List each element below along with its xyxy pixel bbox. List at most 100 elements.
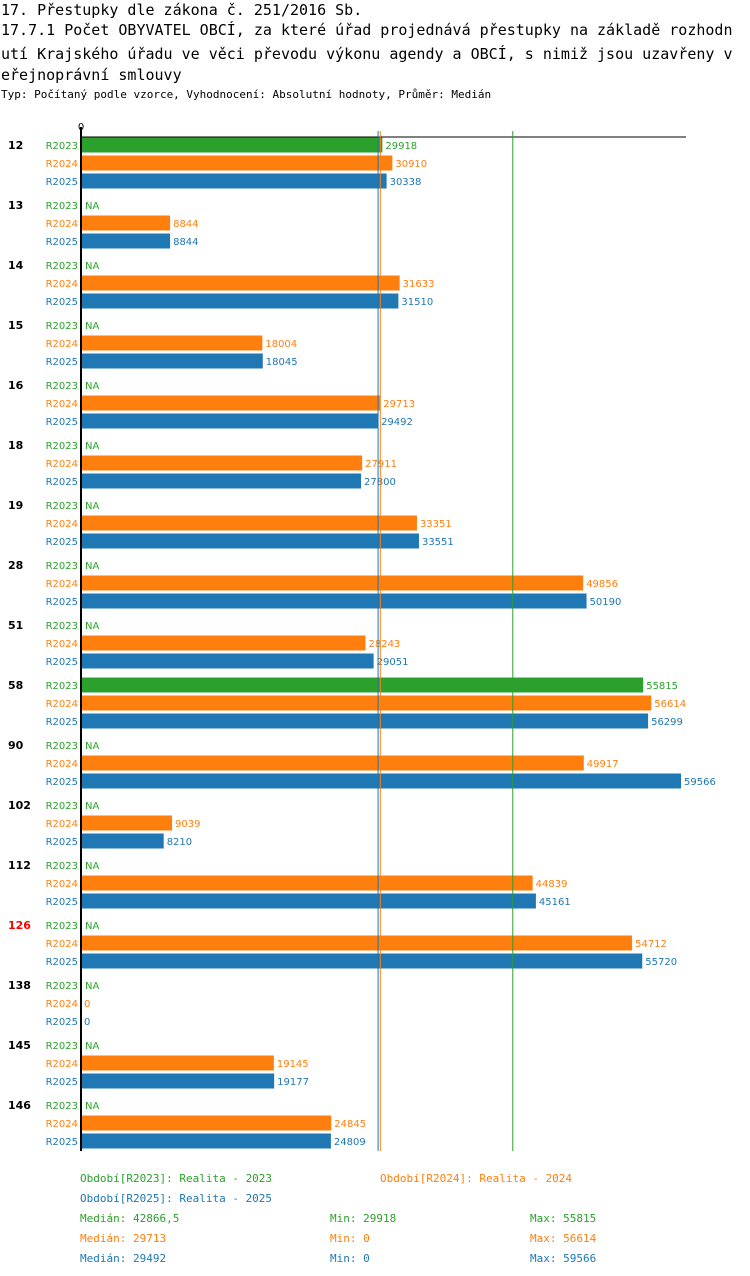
bar bbox=[81, 353, 263, 369]
bar bbox=[81, 533, 419, 549]
data-label: 50190 bbox=[590, 597, 622, 608]
group-label: 15 bbox=[8, 319, 23, 332]
data-label: 8844 bbox=[173, 219, 198, 230]
legend-max: Max: 56614 bbox=[530, 1232, 597, 1245]
series-label: R2024 bbox=[46, 279, 78, 290]
series-label: R2024 bbox=[46, 579, 78, 590]
na-label: NA bbox=[85, 981, 99, 992]
na-label: NA bbox=[85, 921, 99, 932]
data-label: 30910 bbox=[395, 159, 427, 170]
series-label: R2023 bbox=[46, 921, 78, 932]
series-label: R2024 bbox=[46, 219, 78, 230]
legend-max: Max: 55815 bbox=[530, 1212, 596, 1225]
bar bbox=[81, 833, 164, 849]
data-label: 18004 bbox=[265, 339, 297, 350]
series-label: R2025 bbox=[46, 1017, 78, 1028]
data-label: 9039 bbox=[175, 819, 200, 830]
chart-title-line-2: 17.7.1 Počet OBYVATEL OBCÍ, za které úřa… bbox=[1, 21, 733, 39]
series-label: R2024 bbox=[46, 759, 78, 770]
group-label: 18 bbox=[8, 439, 23, 452]
bar bbox=[81, 677, 644, 693]
series-label: R2025 bbox=[46, 717, 78, 728]
series-label: R2025 bbox=[46, 477, 78, 488]
bar bbox=[81, 635, 366, 651]
series-label: R2025 bbox=[46, 537, 78, 548]
na-label: NA bbox=[85, 561, 99, 572]
na-label: NA bbox=[85, 621, 99, 632]
data-label: 55720 bbox=[645, 957, 677, 968]
bar bbox=[81, 875, 533, 891]
series-label: R2024 bbox=[46, 1059, 78, 1070]
series-label: R2025 bbox=[46, 417, 78, 428]
group-label: 14 bbox=[8, 259, 24, 272]
series-label: R2024 bbox=[46, 1119, 78, 1130]
na-label: NA bbox=[85, 861, 99, 872]
chart-title-line-4: eřejnoprávní smlouvy bbox=[1, 66, 182, 84]
series-label: R2025 bbox=[46, 957, 78, 968]
bar bbox=[81, 233, 171, 249]
series-label: R2023 bbox=[46, 741, 78, 752]
group-label: 28 bbox=[8, 559, 23, 572]
series-label: R2024 bbox=[46, 339, 78, 350]
legend-min: Min: 0 bbox=[330, 1232, 370, 1245]
na-label: NA bbox=[85, 441, 99, 452]
bar bbox=[81, 1133, 331, 1149]
series-label: R2025 bbox=[46, 237, 78, 248]
group-label: 51 bbox=[8, 619, 23, 632]
series-label: R2024 bbox=[46, 819, 78, 830]
na-label: NA bbox=[85, 321, 99, 332]
series-label: R2023 bbox=[46, 981, 78, 992]
data-label: 24845 bbox=[334, 1119, 366, 1130]
data-label: 18045 bbox=[266, 357, 298, 368]
data-label: 56299 bbox=[651, 717, 683, 728]
series-label: R2024 bbox=[46, 639, 78, 650]
chart-title-line-1: 17. Přestupky dle zákona č. 251/2016 Sb. bbox=[1, 1, 363, 19]
chart-subtitle: Typ: Počítaný podle vzorce, Vyhodnocení:… bbox=[1, 88, 492, 101]
bar bbox=[81, 815, 173, 831]
data-label: 29051 bbox=[377, 657, 409, 668]
bar bbox=[81, 155, 393, 171]
series-label: R2023 bbox=[46, 1101, 78, 1112]
legend-period: Období[R2024]: Realita - 2024 bbox=[380, 1172, 572, 1185]
legend-max: Max: 59566 bbox=[530, 1252, 596, 1265]
bar bbox=[81, 137, 383, 153]
series-label: R2023 bbox=[46, 621, 78, 632]
series-label: R2024 bbox=[46, 999, 78, 1010]
na-label: NA bbox=[85, 1101, 99, 1112]
group-label: 12 bbox=[8, 139, 23, 152]
series-label: R2023 bbox=[46, 441, 78, 452]
bar bbox=[81, 293, 399, 309]
data-label: 19177 bbox=[277, 1077, 309, 1088]
bar bbox=[81, 215, 171, 231]
bar bbox=[81, 173, 387, 189]
bar bbox=[81, 275, 400, 291]
series-label: R2024 bbox=[46, 159, 78, 170]
series-label: R2023 bbox=[46, 141, 78, 152]
group-label: 58 bbox=[8, 679, 23, 692]
bar bbox=[81, 395, 381, 411]
data-label: 54712 bbox=[635, 939, 667, 950]
group-label: 102 bbox=[8, 799, 31, 812]
data-label: 29713 bbox=[383, 399, 415, 410]
series-label: R2023 bbox=[46, 861, 78, 872]
group-label: 138 bbox=[8, 979, 31, 992]
series-label: R2023 bbox=[46, 561, 78, 572]
series-label: R2025 bbox=[46, 177, 78, 188]
data-label: 8210 bbox=[167, 837, 192, 848]
series-label: R2023 bbox=[46, 801, 78, 812]
data-label: 19145 bbox=[277, 1059, 309, 1070]
data-label: 49917 bbox=[587, 759, 619, 770]
series-label: R2023 bbox=[46, 681, 78, 692]
series-label: R2024 bbox=[46, 459, 78, 470]
series-label: R2025 bbox=[46, 1077, 78, 1088]
series-label: R2025 bbox=[46, 297, 78, 308]
legend-period: Období[R2025]: Realita - 2025 bbox=[80, 1192, 272, 1205]
legend-median: Medián: 29492 bbox=[80, 1252, 166, 1265]
na-label: NA bbox=[85, 201, 99, 212]
bar bbox=[81, 695, 652, 711]
legend-period: Období[R2023]: Realita - 2023 bbox=[80, 1172, 272, 1185]
data-label: 0 bbox=[84, 1017, 90, 1028]
data-label: 29492 bbox=[381, 417, 413, 428]
data-label: 45161 bbox=[539, 897, 571, 908]
